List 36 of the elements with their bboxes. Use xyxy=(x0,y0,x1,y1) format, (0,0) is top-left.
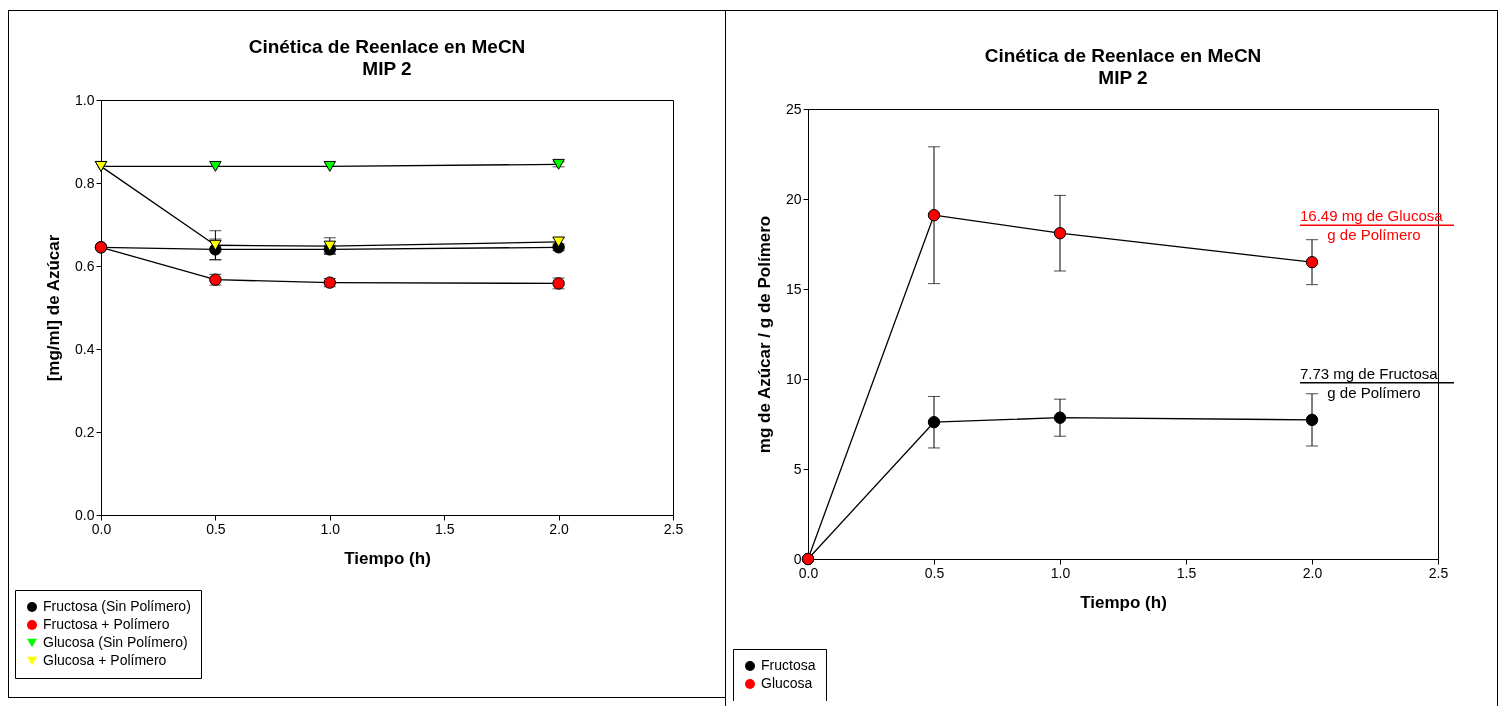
x-tick-label: 1.0 xyxy=(1050,564,1071,581)
annotation: 7.73 mg de Fructosa g de Polímero xyxy=(1300,364,1439,401)
x-axis-title: Tiempo (h) xyxy=(344,548,431,568)
x-tick-label: 2.0 xyxy=(1302,564,1323,581)
legend-label: Glucosa xyxy=(761,675,813,691)
x-tick-label: 0.0 xyxy=(91,520,112,537)
y-tick-label: 0.0 xyxy=(75,506,95,523)
x-tick-label: 0.5 xyxy=(924,564,945,581)
y-tick-label: 1.0 xyxy=(75,91,95,108)
x-tick-label: 2.0 xyxy=(549,520,570,537)
y-tick-label: 15 xyxy=(785,280,802,297)
legend-label: Glucosa (Sin Polímero) xyxy=(43,634,188,650)
y-tick-label: 25 xyxy=(785,100,802,117)
y-tick-label: 0.6 xyxy=(75,257,95,274)
y-tick-label: 0.4 xyxy=(75,340,95,357)
legend-label: Fructosa + Polímero xyxy=(43,616,170,632)
y-axis-title: [mg/ml] de Azúcar xyxy=(44,234,64,382)
legend-label: Fructosa (Sin Polímero) xyxy=(43,598,191,614)
x-tick-label: 1.0 xyxy=(320,520,341,537)
chart-title: Cinética de Reenlace en MeCN MIP 2 xyxy=(248,36,526,79)
y-tick-label: 5 xyxy=(793,460,802,477)
legend-label: Glucosa + Polímero xyxy=(43,652,167,668)
x-tick-label: 1.5 xyxy=(1176,564,1197,581)
y-axis-title: mg de Azúcar / g de Polímero xyxy=(754,215,774,454)
y-tick-label: 0.2 xyxy=(75,423,95,440)
chart-title: Cinética de Reenlace en MeCN MIP 2 xyxy=(984,45,1262,88)
y-tick-label: 0.8 xyxy=(75,174,95,191)
y-tick-label: 0 xyxy=(793,550,802,567)
x-tick-label: 0.5 xyxy=(206,520,226,537)
y-tick-label: 10 xyxy=(785,370,802,387)
legend-label: Fructosa xyxy=(761,657,816,673)
x-tick-label: 1.5 xyxy=(434,520,455,537)
x-axis-title: Tiempo (h) xyxy=(1080,592,1167,612)
y-tick-label: 20 xyxy=(785,190,802,207)
x-tick-label: 2.5 xyxy=(663,520,684,537)
x-tick-label: 2.5 xyxy=(1428,564,1449,581)
